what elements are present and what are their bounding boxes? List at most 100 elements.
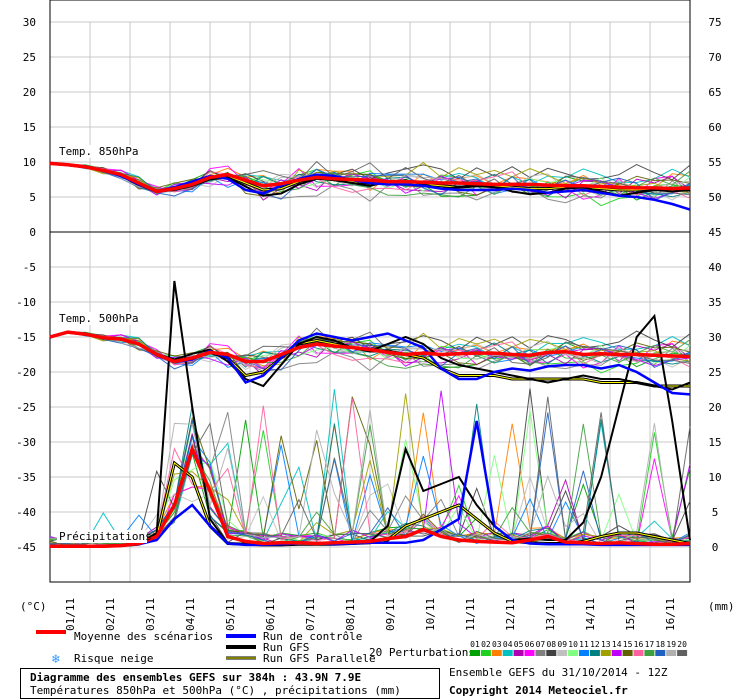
perturbation-swatch	[666, 650, 677, 656]
perturbation-id-label: 15	[623, 640, 633, 649]
t500-label-bg	[57, 312, 133, 325]
legend-gfs-parallel-label: Run GFS Parallele	[263, 652, 376, 665]
perturbation-id-label: 03	[492, 640, 502, 649]
right-tick-label: 70	[708, 51, 721, 64]
perturbation-id-label: 01	[470, 640, 480, 649]
chart-info-box	[20, 668, 440, 699]
perturbation-swatch	[579, 650, 589, 656]
right-tick-label: 25	[708, 366, 721, 379]
perturbation-swatch	[535, 650, 546, 656]
left-axis-ticks: 30 25 20 15 10 5 0 -5 -10 -15 -20 -25 -30 -35 -40 -45	[16, 16, 36, 554]
right-tick-label: 10	[708, 471, 721, 484]
right-tick-label: 50	[708, 191, 721, 204]
perturbation-swatch	[633, 650, 644, 656]
perturbation-swatch	[513, 650, 524, 656]
perturbation-id-label: 17	[645, 640, 655, 649]
left-tick-label: -35	[16, 471, 36, 484]
left-axis-unit: (°C)	[20, 600, 47, 613]
precip-label-bg	[57, 530, 147, 543]
right-tick-label: 65	[708, 86, 721, 99]
left-tick-label: 15	[23, 121, 36, 134]
mean-line	[49, 330, 691, 364]
left-tick-label: -40	[16, 506, 36, 519]
mean-line	[50, 443, 691, 549]
perturbation-id-label: 05	[514, 640, 524, 649]
left-tick-label: 5	[29, 191, 36, 204]
right-tick-label: 55	[708, 156, 721, 169]
plot-frame	[49, 0, 691, 583]
right-tick-label: 60	[708, 121, 721, 134]
x-axis-ticks: 01/11 02/11 03/11 04/11 05/11 06/11 07/11 08/11…	[64, 598, 677, 631]
perturbation-id-label: 16	[634, 640, 644, 649]
perturbation-id-label: 12	[590, 640, 600, 649]
perturbation-id-label: 18	[655, 640, 665, 649]
perturbation-id-label: 04	[503, 640, 513, 649]
x-tick-label: 01/11	[64, 598, 77, 631]
perturbation-swatches: 01 02 03 04 05 06 07 08 09 10 11 12 13 14 15 16 17 18 19 20	[470, 640, 688, 656]
right-tick-label: 30	[708, 331, 721, 344]
x-tick-label: 08/11	[344, 598, 357, 631]
x-tick-label: 05/11	[224, 598, 237, 631]
legend-perturbations-label: 20 Perturbations	[369, 646, 475, 659]
perturbation-line	[49, 331, 691, 376]
perturbation-id-label: 08	[546, 640, 556, 649]
x-tick-label: 03/11	[144, 598, 157, 631]
perturbation-id-label: 19	[666, 640, 676, 649]
left-tick-label: 30	[23, 16, 36, 29]
perturbation-id-label: 07	[536, 640, 546, 649]
perturbation-swatch	[644, 650, 655, 656]
legend-snow-label: Risque neige	[74, 652, 153, 665]
x-tick-label: 13/11	[544, 598, 557, 631]
perturbation-swatch	[622, 650, 633, 656]
left-tick-label: 10	[23, 156, 36, 169]
t850-label-bg	[57, 145, 133, 158]
perturbation-swatch	[611, 650, 622, 656]
copyright: Copyright 2014 Meteociel.fr	[449, 684, 628, 697]
legend-mean-label: Moyenne des scénarios	[74, 630, 213, 643]
left-tick-label: -10	[16, 296, 36, 309]
left-tick-label: -15	[16, 331, 36, 344]
left-tick-label: -5	[23, 261, 36, 274]
perturbation-swatch	[557, 650, 568, 656]
right-tick-label: 5	[712, 506, 719, 519]
x-tick-label: 07/11	[304, 598, 317, 631]
run-info: Ensemble GEFS du 31/10/2014 - 12Z	[449, 666, 668, 679]
x-tick-label: 10/11	[424, 598, 437, 631]
x-tick-label: 15/11	[624, 598, 637, 631]
legend-gfs-label: Run GFS	[263, 641, 309, 654]
left-tick-label: -45	[16, 541, 36, 554]
perturbation-swatch	[655, 650, 666, 656]
right-tick-label: 45	[708, 226, 721, 239]
chart-title: Diagramme des ensembles GEFS sur 384h : …	[30, 671, 361, 684]
perturbation-id-label: 02	[481, 640, 491, 649]
t500-panel-label: Temp. 500hPa	[59, 312, 138, 325]
perturbation-swatch	[568, 650, 579, 656]
right-axis-unit: (mm)	[708, 600, 735, 613]
left-tick-label: -20	[16, 366, 36, 379]
right-tick-label: 20	[708, 401, 721, 414]
x-tick-label: 12/11	[504, 598, 517, 631]
perturbation-swatch	[546, 650, 557, 656]
right-tick-label: 75	[708, 16, 721, 29]
left-tick-label: 25	[23, 51, 36, 64]
x-tick-label: 02/11	[104, 598, 117, 631]
x-tick-label: 11/11	[464, 598, 477, 631]
right-tick-label: 0	[712, 541, 719, 554]
right-tick-label: 40	[708, 261, 721, 274]
perturbation-id-label: 10	[568, 640, 578, 649]
perturbation-swatch	[677, 650, 688, 656]
left-tick-label: -30	[16, 436, 36, 449]
perturbation-id-label: 11	[579, 640, 589, 649]
x-tick-label: 09/11	[384, 598, 397, 631]
left-tick-label: 20	[23, 86, 36, 99]
precip-panel-label: Précipitations	[59, 530, 152, 543]
left-tick-label: -25	[16, 401, 36, 414]
perturbation-swatch	[470, 650, 480, 656]
perturbation-line	[49, 162, 691, 197]
chart-subtitle: Températures 850hPa et 500hPa (°C) , pré…	[30, 684, 401, 697]
perturbation-swatch	[589, 650, 600, 656]
perturbation-id-label: 09	[557, 640, 567, 649]
main-series-lines	[49, 161, 691, 549]
